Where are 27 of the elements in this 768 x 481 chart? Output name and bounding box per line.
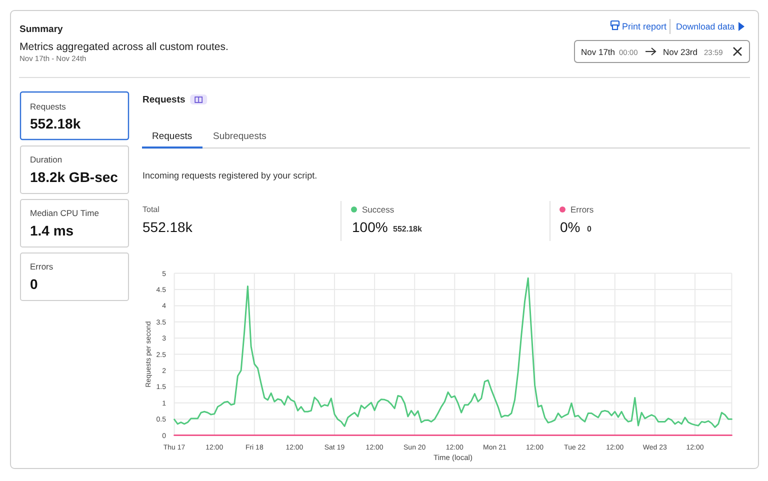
text: Total xyxy=(142,205,160,214)
text: Nov 23rd xyxy=(663,47,698,57)
text: 0% xyxy=(560,219,580,235)
text: Median CPU Time xyxy=(30,208,100,218)
text: 18.2k GB-sec xyxy=(30,169,118,185)
text: 552.18k xyxy=(393,224,422,234)
text: Nov 17th xyxy=(581,47,616,57)
text: Subrequests xyxy=(213,131,267,142)
text: Requests xyxy=(152,131,192,142)
text: 0 xyxy=(587,224,592,234)
chart-subtitle: Incoming requests registered by your script. xyxy=(142,170,318,180)
text: Download data xyxy=(676,22,735,32)
text: Errors xyxy=(30,262,54,272)
text: Duration xyxy=(30,154,62,164)
text: 100% xyxy=(352,219,388,235)
chart-title: Requests xyxy=(142,94,186,106)
text: 0 xyxy=(30,276,38,292)
text: Summary xyxy=(20,24,64,35)
legend-label: Errors xyxy=(570,204,594,214)
text: 552.18k xyxy=(142,219,194,235)
text: 1.4 ms xyxy=(30,222,74,238)
text: Requests xyxy=(30,102,66,112)
legend-label: Success xyxy=(362,204,394,214)
text: Metrics aggregated across all custom routes. xyxy=(20,41,228,53)
text: Print report xyxy=(622,22,668,32)
text: 552.18k xyxy=(30,116,81,132)
line-series xyxy=(174,277,732,428)
